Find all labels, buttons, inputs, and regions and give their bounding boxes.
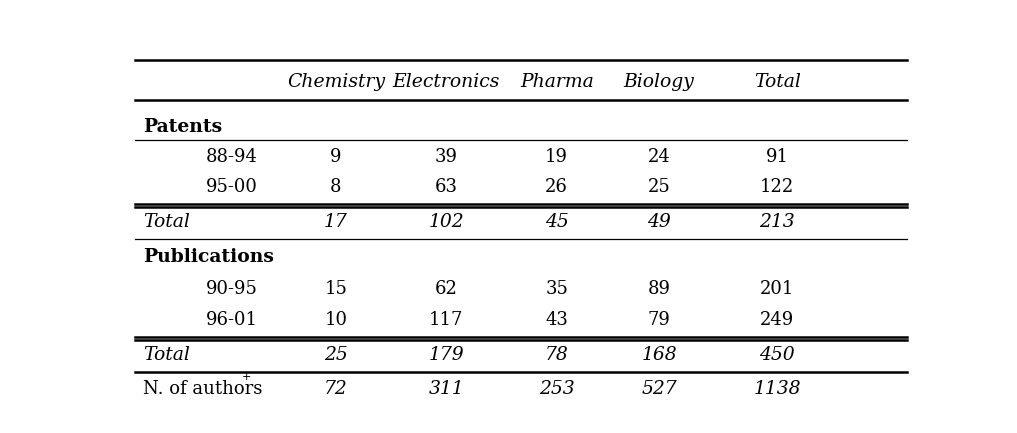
Text: Total: Total [142, 346, 190, 364]
Text: Total: Total [754, 73, 800, 91]
Text: 311: 311 [428, 380, 464, 397]
Text: 168: 168 [642, 346, 677, 364]
Text: 25: 25 [324, 346, 348, 364]
Text: 35: 35 [545, 280, 569, 297]
Text: 26: 26 [545, 178, 569, 196]
Text: 201: 201 [760, 280, 794, 297]
Text: 49: 49 [647, 213, 671, 231]
Text: 88-94: 88-94 [205, 148, 258, 166]
Text: 253: 253 [539, 380, 575, 397]
Text: 179: 179 [428, 346, 464, 364]
Text: Electronics: Electronics [393, 73, 500, 91]
Text: 95-00: 95-00 [205, 178, 258, 196]
Text: N. of authors: N. of authors [142, 380, 262, 397]
Text: 9: 9 [331, 148, 342, 166]
Text: Patents: Patents [142, 118, 222, 136]
Text: 19: 19 [545, 148, 569, 166]
Text: 450: 450 [760, 346, 795, 364]
Text: 249: 249 [761, 311, 794, 330]
Text: 24: 24 [648, 148, 670, 166]
Text: 62: 62 [435, 280, 458, 297]
Text: 90-95: 90-95 [205, 280, 258, 297]
Text: 122: 122 [761, 178, 794, 196]
Text: Biology: Biology [623, 73, 695, 91]
Text: 39: 39 [435, 148, 458, 166]
Text: 72: 72 [324, 380, 348, 397]
Text: 10: 10 [324, 311, 348, 330]
Text: Chemistry: Chemistry [287, 73, 385, 91]
Text: 25: 25 [648, 178, 670, 196]
Text: 78: 78 [545, 346, 569, 364]
Text: 96-01: 96-01 [205, 311, 258, 330]
Text: Pharma: Pharma [520, 73, 594, 91]
Text: 527: 527 [642, 380, 677, 397]
Text: 79: 79 [648, 311, 670, 330]
Text: 17: 17 [324, 213, 348, 231]
Text: 102: 102 [428, 213, 464, 231]
Text: 1138: 1138 [754, 380, 801, 397]
Text: 15: 15 [324, 280, 348, 297]
Text: Publications: Publications [142, 248, 274, 266]
Text: Total: Total [142, 213, 190, 231]
Text: 89: 89 [648, 280, 670, 297]
Text: 43: 43 [545, 311, 569, 330]
Text: 213: 213 [760, 213, 795, 231]
Text: 117: 117 [429, 311, 464, 330]
Text: 91: 91 [766, 148, 789, 166]
Text: 8: 8 [331, 178, 342, 196]
Text: 45: 45 [545, 213, 569, 231]
Text: +: + [241, 372, 251, 382]
Text: 63: 63 [435, 178, 458, 196]
